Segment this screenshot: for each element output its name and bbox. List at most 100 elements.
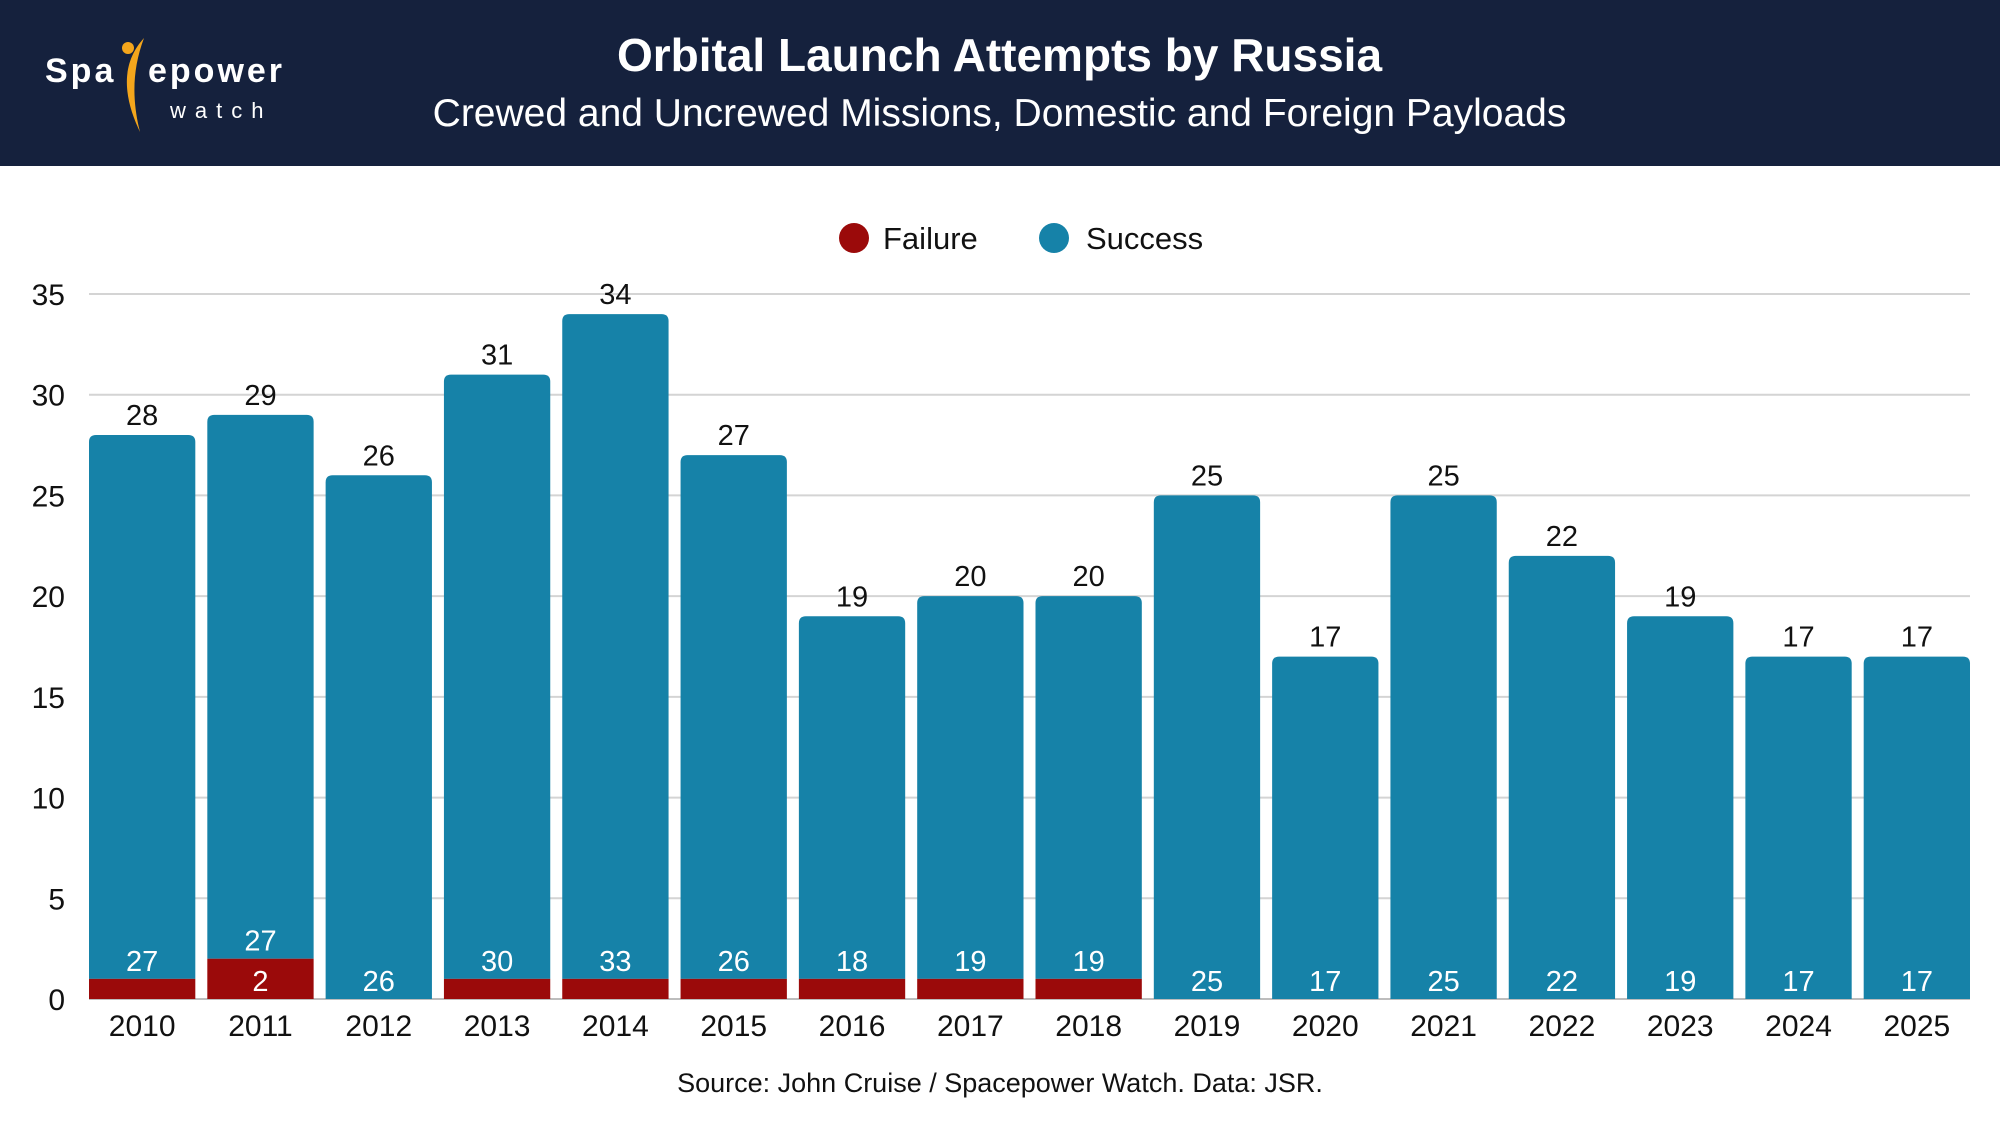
source-note: Source: John Cruise / Spacepower Watch. … [677,1068,1323,1098]
success-value-label: 17 [1309,966,1341,998]
bar-success-2010 [89,435,196,979]
logo-dot-icon [122,42,134,54]
chart-subtitle: Crewed and Uncrewed Missions, Domestic a… [432,92,1567,135]
bar-success-2023 [1627,616,1734,999]
success-value-label: 25 [1427,966,1459,998]
x-axis-ticks: 2010 2011 2012 2013 2014 2015 2016 2017 2018 2019… [109,1010,1950,1043]
total-label: 29 [244,380,276,412]
total-label: 34 [599,279,631,311]
logo-swoosh-icon [126,38,144,132]
bar-success-2011 [207,414,314,959]
chart-title: Orbital Launch Attempts by Russia [616,29,1383,81]
x-tick-label: 2021 [1410,1010,1477,1043]
bar-failure-2017 [917,978,1024,999]
bar-failure-2011 [207,958,314,999]
x-tick-label: 2014 [582,1010,649,1043]
success-value-label: 26 [718,946,750,978]
x-tick-label: 2022 [1529,1010,1596,1043]
x-tick-label: 2015 [700,1010,767,1043]
header-banner: Spa epower watch Orbital Launch Attempts… [0,0,2000,166]
y-tick-label: 25 [32,480,65,513]
total-label: 20 [954,561,986,593]
logo-subtext: watch [169,98,272,123]
legend-success-label: Success [1086,221,1203,256]
failure-value-label: 2 [252,966,268,998]
x-tick-label: 2019 [1174,1010,1241,1043]
total-label: 26 [363,440,395,472]
y-tick-label: 0 [48,984,65,1017]
total-label: 17 [1901,622,1933,654]
x-tick-label: 2020 [1292,1010,1359,1043]
y-tick-label: 30 [32,380,65,413]
legend-failure-label: Failure [883,221,978,256]
y-tick-label: 10 [32,783,65,816]
x-tick-label: 2025 [1883,1010,1950,1043]
bar-failure-2018 [1035,978,1142,999]
success-value-label: 33 [599,946,631,978]
y-tick-label: 35 [32,279,65,312]
bar-success-2012 [325,475,432,999]
success-value-label: 27 [244,926,276,958]
x-tick-label: 2011 [228,1010,293,1043]
y-tick-label: 5 [48,883,65,916]
bar-success-2024 [1745,656,1852,999]
bar-success-2020 [1272,656,1379,999]
total-label: 17 [1309,622,1341,654]
y-tick-label: 15 [32,682,65,715]
bar-failure-2013 [443,978,551,999]
bar-success-2013 [443,374,551,979]
bar-success-2021 [1390,495,1497,999]
bar-success-2017 [917,596,1024,979]
bar-success-2015 [680,455,787,979]
total-label: 25 [1427,460,1459,492]
bars: 28 27 29 27 2 26 26 31 30 34 33 27 26 19 18 20 19 20 19 25 2… [89,279,1970,999]
success-value-label: 18 [836,946,868,978]
bar-success-2016 [798,616,906,979]
legend-success-marker [1039,223,1069,253]
total-label: 19 [836,581,868,613]
logo-text-rest: epower [148,52,285,90]
x-tick-label: 2012 [345,1010,412,1043]
total-label: 17 [1782,622,1814,654]
total-label: 22 [1546,521,1578,553]
x-tick-label: 2017 [937,1010,1004,1043]
bar-failure-2016 [798,978,906,999]
success-value-label: 19 [1664,966,1696,998]
legend-failure-marker [839,223,869,253]
total-label: 27 [718,420,750,452]
bar-success-2019 [1153,495,1261,999]
y-tick-label: 20 [32,581,65,614]
bar-success-2018 [1035,596,1142,979]
spacepower-watch-logo: Spa epower watch [45,38,285,132]
x-tick-label: 2024 [1765,1010,1832,1043]
bar-failure-2014 [562,978,669,999]
subtitle-wrap: Crewed and Uncrewed Missions, Domestic a… [383,92,1616,136]
total-label: 19 [1664,581,1696,613]
success-value-label: 26 [363,966,395,998]
bar-failure-2015 [680,978,787,999]
bar-success-2014 [562,314,669,979]
x-tick-label: 2016 [819,1010,886,1043]
total-label: 28 [126,400,158,432]
x-tick-label: 2010 [109,1010,176,1043]
total-label: 20 [1073,561,1105,593]
success-value-label: 22 [1546,966,1578,998]
bar-success-2022 [1508,555,1616,999]
legend: Failure Success [839,221,1203,256]
logo-text: Spa [45,52,116,90]
total-label: 31 [481,340,513,372]
y-axis-ticks: 0 5 10 15 20 25 30 35 [32,279,65,1017]
success-value-label: 19 [954,946,986,978]
success-value-label: 17 [1782,966,1814,998]
bar-failure-2010 [89,978,196,999]
title-wrap: Orbital Launch Attempts by Russia [383,28,1616,82]
success-value-label: 19 [1073,946,1105,978]
total-label: 25 [1191,460,1223,492]
success-value-label: 30 [481,946,513,978]
success-value-label: 25 [1191,966,1223,998]
x-tick-label: 2018 [1055,1010,1122,1043]
bar-success-2025 [1863,656,1970,999]
x-tick-label: 2023 [1647,1010,1714,1043]
x-tick-label: 2013 [464,1010,531,1043]
